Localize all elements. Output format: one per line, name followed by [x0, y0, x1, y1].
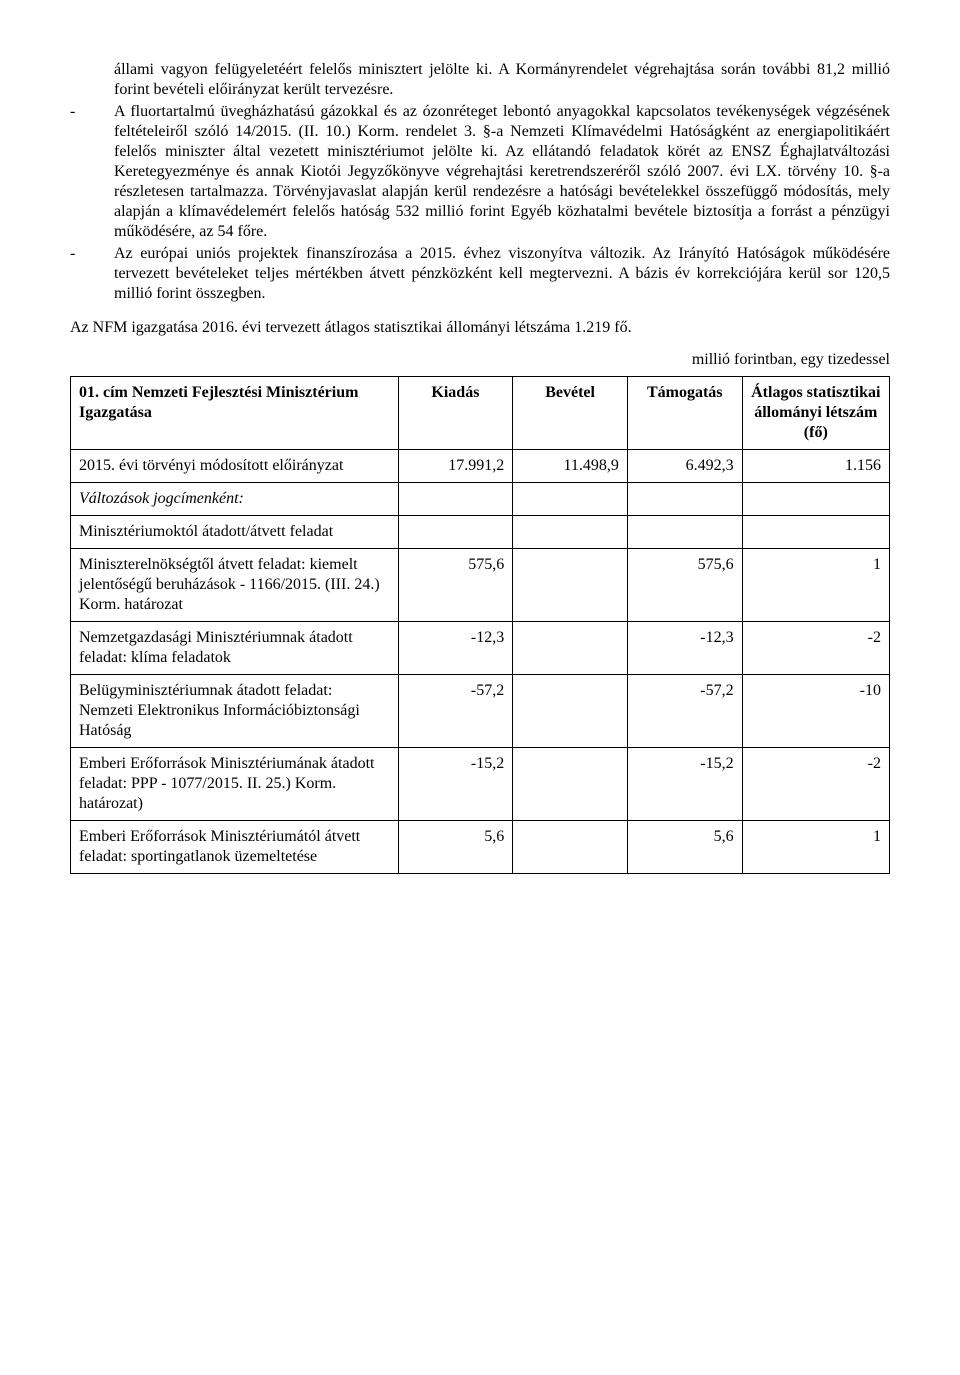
table-row: Nemzetgazdasági Minisztériumnak átadott …	[71, 622, 890, 675]
list-item: állami vagyon felügyeletéért felelős min…	[114, 60, 890, 100]
row-label: Miniszterelnökségtől átvett feladat: kie…	[71, 549, 399, 622]
cell-value	[742, 483, 889, 516]
cell-value	[513, 821, 628, 874]
cell-value: 1.156	[742, 450, 889, 483]
cell-value	[513, 483, 628, 516]
cell-value	[742, 516, 889, 549]
list-item: - A fluortartalmú üvegházhatású gázokkal…	[114, 102, 890, 242]
table-header-row: 01. cím Nemzeti Fejlesztési Minisztérium…	[71, 377, 890, 450]
table-row: Emberi Erőforrások Minisztériumától átve…	[71, 821, 890, 874]
cell-value: 1	[742, 821, 889, 874]
col-header: Kiadás	[398, 377, 513, 450]
cell-value	[513, 748, 628, 821]
cell-value	[627, 483, 742, 516]
cell-value: -2	[742, 622, 889, 675]
table-row: 2015. évi törvényi módosított előirányza…	[71, 450, 890, 483]
row-label: Emberi Erőforrások Minisztériumának átad…	[71, 748, 399, 821]
cell-value	[513, 675, 628, 748]
summary-paragraph: Az NFM igazgatása 2016. évi tervezett át…	[70, 318, 890, 338]
row-label: 2015. évi törvényi módosított előirányza…	[71, 450, 399, 483]
cell-value: 17.991,2	[398, 450, 513, 483]
row-label: Változások jogcímenként:	[71, 483, 399, 516]
row-label: Nemzetgazdasági Minisztériumnak átadott …	[71, 622, 399, 675]
table-title-cell: 01. cím Nemzeti Fejlesztési Minisztérium…	[71, 377, 399, 450]
list-item: - Az európai uniós projektek finanszíroz…	[114, 244, 890, 304]
cell-value	[398, 483, 513, 516]
cell-value: -12,3	[398, 622, 513, 675]
cell-value: 575,6	[398, 549, 513, 622]
cell-value	[513, 516, 628, 549]
dash-icon: -	[70, 244, 75, 264]
table-row: Emberi Erőforrások Minisztériumának átad…	[71, 748, 890, 821]
cell-value: 575,6	[627, 549, 742, 622]
row-label: Minisztériumoktól átadott/átvett feladat	[71, 516, 399, 549]
cell-value: 11.498,9	[513, 450, 628, 483]
col-header: Átlagos statisztikai állományi létszám (…	[742, 377, 889, 450]
cell-value: 1	[742, 549, 889, 622]
cell-value	[513, 549, 628, 622]
row-label: Belügyminisztériumnak átadott feladat: N…	[71, 675, 399, 748]
cell-value: -15,2	[627, 748, 742, 821]
cell-value: -10	[742, 675, 889, 748]
paragraph-text: A fluortartalmú üvegházhatású gázokkal é…	[114, 103, 890, 240]
unit-note: millió forintban, egy tizedessel	[70, 350, 890, 370]
cell-value: 5,6	[627, 821, 742, 874]
cell-value: -57,2	[627, 675, 742, 748]
cell-value: -12,3	[627, 622, 742, 675]
col-header: Bevétel	[513, 377, 628, 450]
col-header: Támogatás	[627, 377, 742, 450]
cell-value	[627, 516, 742, 549]
cell-value: 5,6	[398, 821, 513, 874]
paragraph-text: Az európai uniós projektek finanszírozás…	[114, 245, 890, 302]
cell-value	[398, 516, 513, 549]
cell-value: 6.492,3	[627, 450, 742, 483]
table-row: Minisztériumoktól átadott/átvett feladat	[71, 516, 890, 549]
cell-value: -15,2	[398, 748, 513, 821]
dash-icon: -	[70, 102, 75, 122]
bulleted-paragraphs: állami vagyon felügyeletéért felelős min…	[70, 60, 890, 304]
table-row: Változások jogcímenként:	[71, 483, 890, 516]
cell-value	[513, 622, 628, 675]
cell-value: -57,2	[398, 675, 513, 748]
budget-table: 01. cím Nemzeti Fejlesztési Minisztérium…	[70, 376, 890, 874]
table-row: Belügyminisztériumnak átadott feladat: N…	[71, 675, 890, 748]
paragraph-text: állami vagyon felügyeletéért felelős min…	[114, 61, 890, 98]
row-label: Emberi Erőforrások Minisztériumától átve…	[71, 821, 399, 874]
cell-value: -2	[742, 748, 889, 821]
table-row: Miniszterelnökségtől átvett feladat: kie…	[71, 549, 890, 622]
